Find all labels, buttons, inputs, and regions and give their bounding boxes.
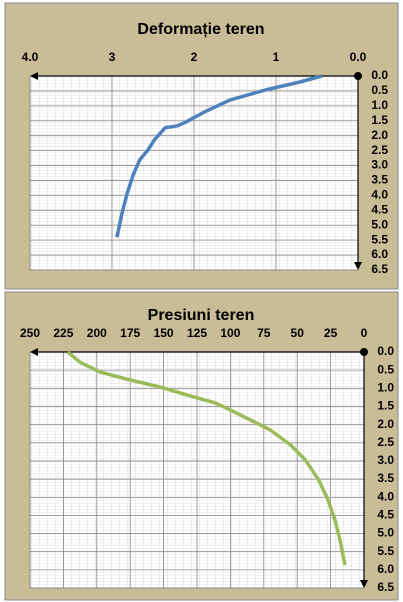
x-tick-label: 25 bbox=[324, 326, 338, 340]
y-tick-label: 5.0 bbox=[371, 217, 388, 231]
x-tick-label: 3 bbox=[109, 50, 116, 64]
y-tick-label: 2.0 bbox=[371, 128, 388, 142]
x-tick-label: 4.0 bbox=[22, 50, 39, 64]
x-tick-label: 1 bbox=[273, 50, 280, 64]
y-tick-label: 0.5 bbox=[377, 362, 394, 376]
y-tick-label: 3.5 bbox=[377, 471, 394, 485]
y-tick-label: 4.5 bbox=[371, 202, 388, 216]
y-tick-label: 6.0 bbox=[377, 562, 394, 576]
origin-dot bbox=[354, 72, 362, 80]
y-arrow bbox=[360, 580, 368, 588]
y-tick-label: 6.0 bbox=[371, 247, 388, 261]
y-tick-label: 6.5 bbox=[371, 262, 388, 276]
x-tick-label: 0 bbox=[361, 326, 368, 340]
y-tick-label: 4.5 bbox=[377, 508, 394, 522]
y-tick-label: 0.0 bbox=[371, 68, 388, 82]
y-arrow bbox=[354, 262, 362, 270]
y-tick-label: 0.0 bbox=[377, 344, 394, 358]
chart-title: Deformație teren bbox=[137, 21, 264, 38]
y-tick-label: 6.5 bbox=[377, 580, 394, 594]
x-tick-label: 2 bbox=[191, 50, 198, 64]
origin-dot bbox=[360, 348, 368, 356]
y-tick-label: 5.5 bbox=[377, 544, 394, 558]
y-tick-label: 2.0 bbox=[377, 417, 394, 431]
y-tick-label: 1.0 bbox=[371, 98, 388, 112]
chart-title: Presiuni teren bbox=[148, 307, 255, 324]
x-arrow bbox=[30, 348, 38, 356]
x-tick-label: 75 bbox=[257, 326, 271, 340]
y-tick-label: 3.0 bbox=[377, 453, 394, 467]
y-tick-label: 3.5 bbox=[371, 173, 388, 187]
y-tick-label: 1.5 bbox=[371, 113, 388, 127]
y-tick-label: 1.5 bbox=[377, 399, 394, 413]
x-tick-label: 100 bbox=[220, 326, 240, 340]
y-tick-label: 4.0 bbox=[371, 188, 388, 202]
x-tick-label: 0.0 bbox=[350, 50, 367, 64]
y-tick-label: 2.5 bbox=[371, 143, 388, 157]
x-tick-label: 200 bbox=[87, 326, 107, 340]
y-tick-label: 5.5 bbox=[371, 232, 388, 246]
data-line bbox=[66, 350, 347, 566]
x-tick-label: 225 bbox=[53, 326, 73, 340]
y-tick-label: 1.0 bbox=[377, 380, 394, 394]
x-tick-label: 125 bbox=[187, 326, 207, 340]
x-arrow bbox=[30, 72, 38, 80]
y-tick-label: 4.0 bbox=[377, 489, 394, 503]
x-tick-label: 175 bbox=[120, 326, 140, 340]
data-line bbox=[115, 74, 323, 238]
y-tick-label: 0.5 bbox=[371, 83, 388, 97]
y-tick-label: 3.0 bbox=[371, 158, 388, 172]
x-tick-label: 50 bbox=[291, 326, 305, 340]
x-tick-label: 150 bbox=[154, 326, 174, 340]
y-tick-label: 2.5 bbox=[377, 435, 394, 449]
y-tick-label: 5.0 bbox=[377, 526, 394, 540]
x-tick-label: 250 bbox=[20, 326, 40, 340]
